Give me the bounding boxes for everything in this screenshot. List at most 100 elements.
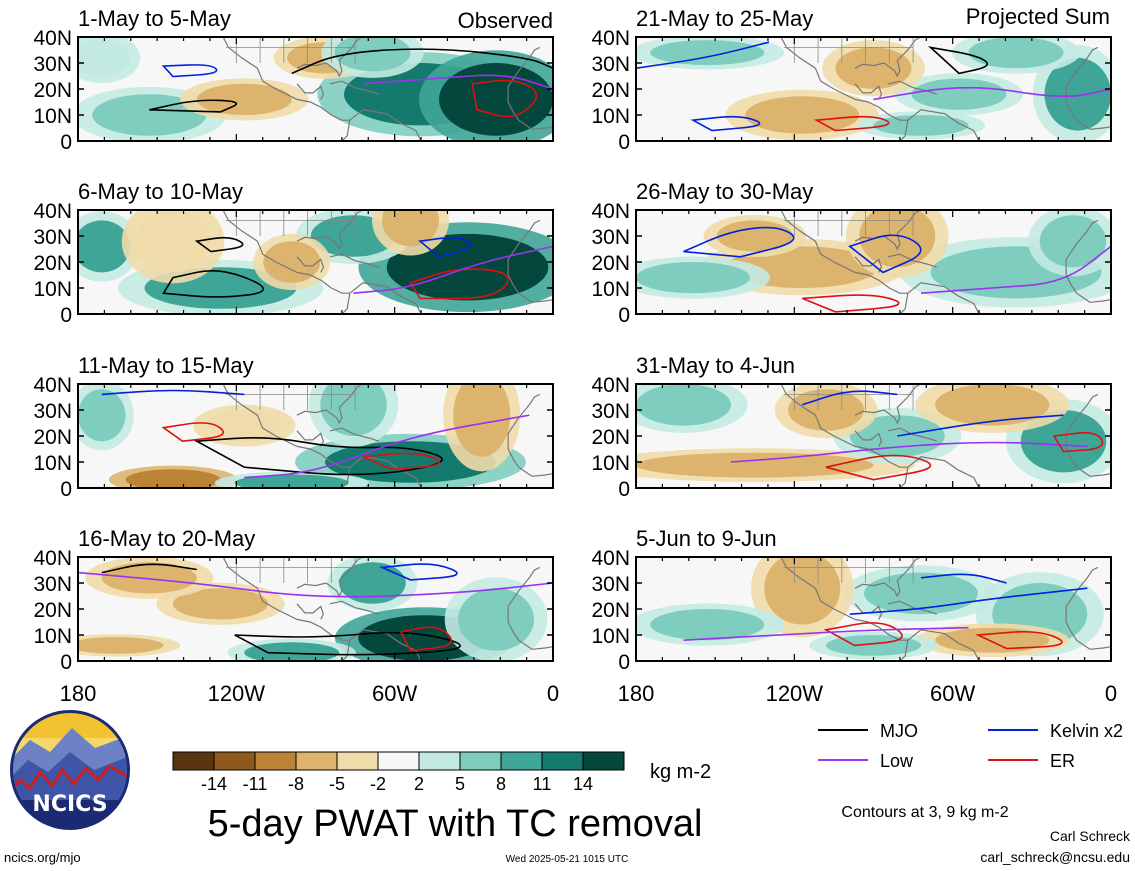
contour-line (823, 622, 903, 647)
contour-line (234, 631, 461, 656)
panel-title: 1-May to 5-May (78, 6, 231, 31)
x-tick-label: 60W (930, 681, 975, 706)
y-tick-label: 10N (33, 625, 72, 648)
y-tick-label: 0 (60, 651, 72, 674)
contour-line (78, 571, 553, 598)
contour-line (353, 245, 553, 294)
coastline (887, 253, 937, 268)
coastline (907, 109, 980, 141)
y-tick-label: 10N (591, 625, 630, 648)
pwat-anomaly (764, 557, 841, 625)
coastline (1065, 101, 1111, 130)
coastline (329, 253, 379, 268)
y-tick-label: 10N (33, 452, 72, 475)
contour-line (194, 437, 443, 476)
colorbar: -14 -11 -8 -5 -2 2 5 8 11 14 (172, 751, 625, 794)
panel-title: 16-May to 20-May (78, 526, 255, 551)
colorbar-label: -5 (329, 774, 345, 794)
coastline (854, 430, 883, 447)
y-tick-label: 30N (591, 226, 630, 249)
contour-line (825, 454, 932, 481)
y-tick-label: 40N (33, 374, 72, 397)
contour-line (974, 630, 1063, 650)
y-tick-label: 0 (618, 131, 630, 154)
y-tick-label: 0 (618, 304, 630, 327)
coastline (887, 427, 937, 442)
contour-line (161, 422, 224, 443)
pwat-anomaly (78, 220, 131, 273)
pwat-anomaly (935, 384, 1050, 426)
contour-line (849, 587, 1088, 615)
footer-timestamp: Wed 2025-05-21 1015 UTC (506, 854, 629, 865)
colorbar-swatch (582, 751, 625, 771)
contour-line (920, 573, 1007, 584)
colorbar-swatch (418, 751, 461, 771)
contour-line (636, 41, 770, 69)
contour-note: Contours at 3, 9 kg m-2 (841, 804, 1008, 821)
y-tick-label: 30N (33, 226, 72, 249)
x-tick-label: 180 (618, 681, 655, 706)
x-tick-label: 120W (766, 681, 824, 706)
coastline (507, 393, 541, 449)
y-tick-label: 10N (591, 452, 630, 475)
coastline (349, 456, 422, 488)
colorbar-unit: kg m-2 (650, 761, 711, 783)
y-tick-label: 20N (33, 426, 72, 449)
y-tick-label: 30N (591, 573, 630, 596)
coastline (507, 448, 553, 477)
contour-line (362, 452, 440, 471)
contour-line (1052, 432, 1104, 453)
observed-label: Observed (458, 8, 553, 33)
colorbar-swatch (377, 751, 420, 771)
y-tick-label: 0 (618, 478, 630, 501)
coastline (780, 37, 909, 141)
contour-line (813, 115, 890, 132)
coastline (1065, 46, 1099, 102)
pwat-anomaly (382, 210, 439, 247)
coastline (329, 600, 379, 615)
y-tick-label: 20N (591, 426, 630, 449)
ncics-logo: NCICS (10, 710, 130, 830)
y-tick-label: 30N (591, 53, 630, 76)
coastline (222, 557, 351, 661)
y-tick-label: 0 (60, 478, 72, 501)
contour-line (927, 46, 989, 75)
contour-line (471, 79, 538, 118)
map-panel: 5-Jun to 9-Jun 40N 30N 20N 10N 0 180 120W 60W 0 (591, 526, 1117, 706)
coastline (854, 256, 883, 273)
y-tick-label: 10N (33, 105, 72, 128)
logo-wordmark: NCICS (32, 792, 107, 817)
pwat-anomaly (101, 562, 197, 594)
contour-line (244, 414, 530, 479)
coastline (854, 83, 883, 100)
y-tick-label: 40N (33, 547, 72, 570)
coastline (1065, 566, 1099, 622)
y-tick-label: 40N (591, 27, 630, 50)
map-panel: 31-May to 4-Jun 40N 30N 20N 10N 0 (591, 353, 1112, 501)
y-tick-label: 0 (618, 651, 630, 674)
contour-line (920, 245, 1111, 294)
coastline (780, 384, 909, 488)
contour-line (897, 414, 1064, 437)
coastline (507, 566, 541, 622)
y-tick-label: 30N (591, 400, 630, 423)
contour-line (848, 234, 922, 274)
coastline (507, 274, 553, 303)
panel-title: 5-Jun to 9-Jun (636, 526, 777, 551)
y-tick-label: 20N (591, 79, 630, 102)
colorbar-swatch (295, 751, 338, 771)
coastline (296, 384, 364, 425)
colorbar-label: -8 (288, 774, 304, 794)
y-tick-label: 20N (33, 252, 72, 275)
pwat-anomaly (968, 37, 1064, 69)
y-tick-label: 40N (33, 27, 72, 50)
pwat-anomaly (453, 384, 511, 457)
coastline (780, 210, 909, 314)
coastline (1065, 448, 1111, 477)
contour-line (101, 389, 245, 396)
legend-label: MJO (880, 721, 918, 741)
y-tick-label: 0 (60, 304, 72, 327)
contour-line (162, 270, 265, 298)
pwat-anomaly (263, 241, 321, 283)
coastline (507, 621, 553, 650)
